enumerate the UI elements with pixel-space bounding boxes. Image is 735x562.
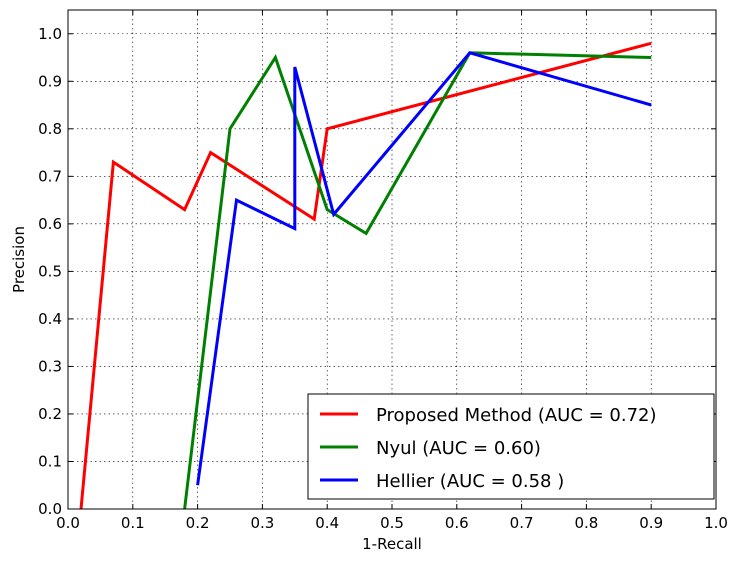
y-ticks: 0.0 0.1 0.2 0.3 0.4 0.5 0.6 0.7 0.8 0.9 1.0 bbox=[38, 25, 716, 518]
x-tick-label: 0.9 bbox=[639, 514, 663, 532]
x-tick-label: 0.1 bbox=[121, 514, 145, 532]
x-axis-label: 1-Recall bbox=[362, 535, 422, 553]
legend-entry-hellier: Hellier (AUC = 0.58 ) bbox=[376, 471, 564, 492]
y-tick-label: 0.8 bbox=[38, 120, 62, 138]
series-lines bbox=[79, 41, 652, 510]
x-tick-label: 0.7 bbox=[510, 514, 534, 532]
legend-entry-nyul: Nyul (AUC = 0.60) bbox=[376, 438, 541, 459]
y-tick-label: 0.5 bbox=[38, 262, 62, 280]
y-tick-label: 0.1 bbox=[38, 452, 62, 470]
plot-frame bbox=[67, 9, 717, 510]
legend-box bbox=[307, 393, 715, 500]
x-tick-label: 1.0 bbox=[704, 514, 728, 532]
x-tick-label: 0.6 bbox=[445, 514, 469, 532]
legend-entry-proposed: Proposed Method (AUC = 0.72) bbox=[376, 405, 657, 426]
x-tick-label: 0.0 bbox=[56, 514, 80, 532]
y-axis-label: Precision bbox=[10, 226, 28, 293]
series-line-hellier bbox=[196, 51, 652, 486]
y-tick-label: 0.3 bbox=[38, 357, 62, 375]
y-tick-label: 0.9 bbox=[38, 72, 62, 90]
legend: Proposed Method (AUC = 0.72) Nyul (AUC =… bbox=[307, 393, 715, 500]
x-tick-label: 0.2 bbox=[186, 514, 210, 532]
x-tick-label: 0.8 bbox=[574, 514, 598, 532]
x-tick-label: 0.5 bbox=[380, 514, 404, 532]
y-tick-label: 0.4 bbox=[38, 310, 62, 328]
y-tick-label: 0.2 bbox=[38, 405, 62, 423]
x-ticks: 0.0 0.1 0.2 0.3 0.4 0.5 0.6 0.7 0.8 0.9 1.0 bbox=[56, 10, 728, 532]
x-tick-label: 0.4 bbox=[315, 514, 339, 532]
y-tick-label: 0.6 bbox=[38, 215, 62, 233]
x-tick-label: 0.3 bbox=[250, 514, 274, 532]
y-tick-label: 0.0 bbox=[38, 500, 62, 518]
y-tick-label: 1.0 bbox=[38, 25, 62, 43]
series-line-proposed bbox=[79, 41, 652, 510]
y-tick-label: 0.7 bbox=[38, 167, 62, 185]
